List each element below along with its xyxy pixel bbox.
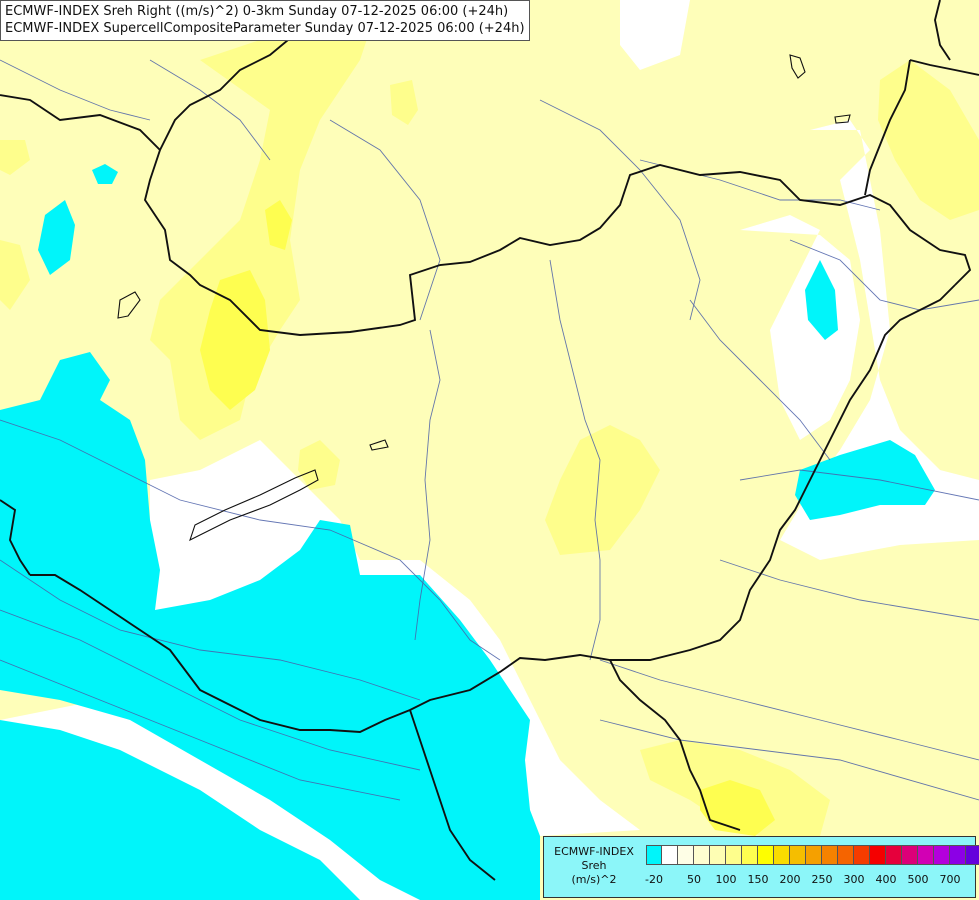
legend-swatch: [726, 845, 742, 865]
legend-swatch: [822, 845, 838, 865]
legend-swatch: [854, 845, 870, 865]
legend-swatch: [934, 845, 950, 865]
legend-swatch: [646, 845, 662, 865]
white-region-east2: [740, 215, 860, 440]
legend-swatch: [886, 845, 902, 865]
legend-swatch: [950, 845, 966, 865]
yellow-core-north: [200, 270, 270, 410]
legend-swatch: [678, 845, 694, 865]
legend-tick-label: 50: [687, 873, 701, 886]
legend-tick-label: 250: [811, 873, 833, 886]
legend-tick-label: -20: [645, 873, 663, 886]
yellow-band-center: [545, 425, 660, 555]
legend-swatch: [710, 845, 726, 865]
cyan-blob-nw2: [92, 164, 118, 184]
legend-swatch: [902, 845, 918, 865]
yellow-core-north2: [265, 200, 292, 250]
cyan-blob-nw: [38, 200, 75, 275]
lake-outlines: [117, 54, 851, 542]
white-region-east: [780, 120, 979, 560]
yellow-band-nw2: [0, 140, 30, 175]
legend-tick-label: 100: [715, 873, 737, 886]
cyan-blob-east: [805, 260, 838, 340]
map-title-line2: ECMWF-INDEX SupercellCompositeParameter …: [5, 21, 525, 36]
white-region-top: [620, 0, 690, 70]
legend-tick-label: 300: [843, 873, 865, 886]
legend-title: ECMWF-INDEX Sreh (m/s)^2: [546, 845, 642, 887]
legend-title-line2: Sreh: [581, 859, 607, 872]
legend-swatch: [742, 845, 758, 865]
legend-title-line3: (m/s)^2: [571, 873, 617, 886]
yellow-band-top: [390, 80, 418, 125]
legend-swatch: [694, 845, 710, 865]
legend-swatch: [870, 845, 886, 865]
legend-swatch: [662, 845, 678, 865]
legend-swatch: [966, 845, 979, 865]
map-title-line1: ECMWF-INDEX Sreh Right ((m/s)^2) 0-3km S…: [5, 4, 509, 19]
cyan-region-southwest: [0, 720, 360, 900]
yellow-band-nw: [0, 240, 30, 310]
legend-tick-label: 500: [907, 873, 929, 886]
map-title-box: ECMWF-INDEX Sreh Right ((m/s)^2) 0-3km S…: [0, 0, 530, 41]
legend-swatches: [646, 845, 979, 865]
yellow-band-ne: [878, 60, 979, 220]
legend-tick-label: 150: [747, 873, 769, 886]
legend-title-line1: ECMWF-INDEX: [554, 845, 634, 858]
legend-swatch: [806, 845, 822, 865]
legend-swatch: [774, 845, 790, 865]
rivers: [0, 59, 979, 801]
legend-swatch: [838, 845, 854, 865]
cyan-region-west: [0, 352, 540, 900]
colorbar-legend: ECMWF-INDEX Sreh (m/s)^2 -20 50 100 150 200 2…: [543, 836, 979, 898]
legend-tick-label: 200: [779, 873, 801, 886]
legend-swatch: [790, 845, 806, 865]
legend-swatch: [758, 845, 774, 865]
legend-tick-label: 700: [939, 873, 961, 886]
yellow-band-center2: [298, 440, 340, 490]
legend-ticks: -20 50 100 150 200 250 300 400 500 700: [645, 873, 976, 887]
legend-swatch: [918, 845, 934, 865]
legend-tick-label: 400: [875, 873, 897, 886]
